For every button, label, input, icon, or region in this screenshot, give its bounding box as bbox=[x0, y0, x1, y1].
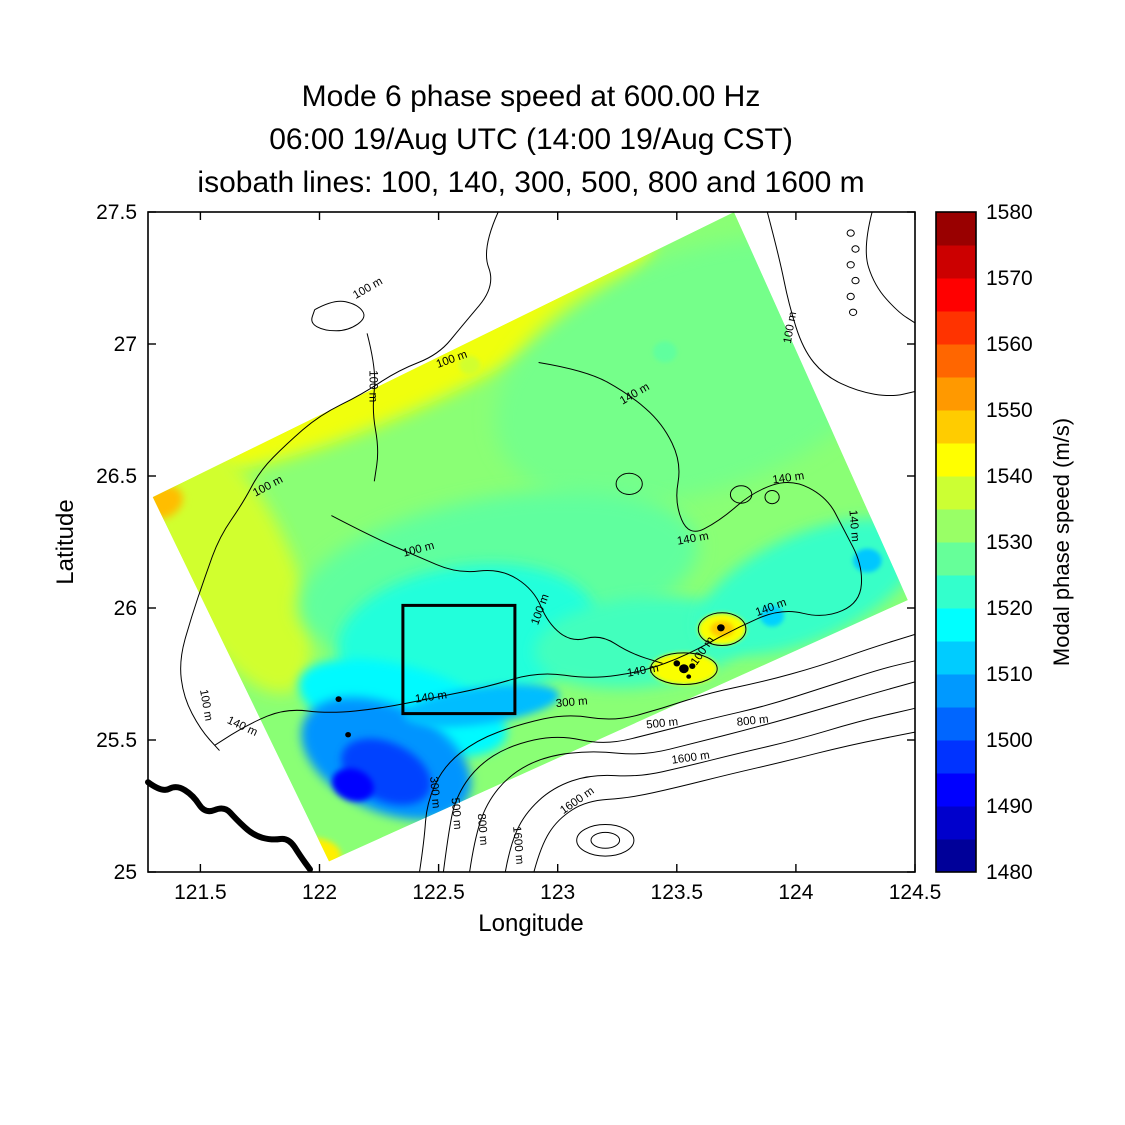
study-area-box bbox=[401, 603, 517, 716]
svg-text:123: 123 bbox=[540, 881, 575, 904]
svg-text:124.5: 124.5 bbox=[889, 881, 942, 904]
isobath-contours bbox=[180, 211, 916, 873]
speed-region bbox=[760, 605, 784, 627]
phase-speed-field bbox=[152, 212, 908, 862]
svg-text:25: 25 bbox=[114, 861, 137, 884]
svg-text:100 m: 100 m bbox=[197, 688, 214, 722]
colorbar-tick-labels: 1480 1490 1500 1510 1520 1530 1540 1550 1560 1570… bbox=[986, 201, 1033, 884]
svg-text:100 m: 100 m bbox=[782, 311, 799, 345]
speed-region bbox=[653, 341, 677, 363]
svg-text:26.5: 26.5 bbox=[96, 465, 137, 488]
svg-text:27.5: 27.5 bbox=[96, 201, 137, 224]
speed-region bbox=[403, 684, 560, 728]
svg-text:122: 122 bbox=[302, 881, 337, 904]
svg-text:1550: 1550 bbox=[986, 399, 1033, 422]
islands bbox=[335, 624, 725, 738]
x-axis-label: Longitude bbox=[478, 910, 584, 937]
figure-title: Mode 6 phase speed at 600.00 Hz bbox=[301, 80, 761, 113]
svg-text:1540: 1540 bbox=[986, 465, 1033, 488]
svg-text:25.5: 25.5 bbox=[96, 729, 137, 752]
speed-region bbox=[458, 355, 481, 375]
svg-text:1600 m: 1600 m bbox=[558, 785, 596, 817]
axes: 121.5 122 122.5 123 123.5 124 124.5 25 25.5 26 26.… bbox=[96, 201, 941, 904]
speed-region bbox=[332, 768, 374, 802]
svg-text:123.5: 123.5 bbox=[651, 881, 704, 904]
svg-text:124: 124 bbox=[778, 881, 813, 904]
svg-text:122.5: 122.5 bbox=[412, 881, 465, 904]
coastline bbox=[145, 779, 313, 873]
speed-region bbox=[853, 548, 882, 573]
svg-text:1570: 1570 bbox=[986, 267, 1033, 290]
svg-text:140 m: 140 m bbox=[626, 662, 660, 679]
svg-text:140 m: 140 m bbox=[846, 509, 861, 542]
svg-text:500 m: 500 m bbox=[449, 797, 464, 830]
svg-text:140 m: 140 m bbox=[676, 530, 710, 547]
svg-text:1490: 1490 bbox=[986, 795, 1033, 818]
svg-text:1560: 1560 bbox=[986, 333, 1033, 356]
colorbar-border bbox=[935, 211, 977, 873]
svg-text:800 m: 800 m bbox=[475, 813, 490, 846]
svg-text:140 m: 140 m bbox=[772, 470, 805, 486]
svg-text:27: 27 bbox=[114, 333, 137, 356]
svg-text:1480: 1480 bbox=[986, 861, 1033, 884]
svg-text:26: 26 bbox=[114, 597, 137, 620]
svg-text:1510: 1510 bbox=[986, 663, 1033, 686]
svg-text:1530: 1530 bbox=[986, 531, 1033, 554]
svg-text:1600 m: 1600 m bbox=[510, 826, 525, 865]
axes-box bbox=[147, 211, 916, 873]
svg-text:1500: 1500 bbox=[986, 729, 1033, 752]
y-axis-label: Latitude bbox=[52, 499, 79, 585]
svg-text:100 m: 100 m bbox=[367, 370, 379, 402]
figure-isobath-note: isobath lines: 100, 140, 300, 500, 800 a… bbox=[197, 166, 865, 199]
figure-subtitle: 06:00 19/Aug UTC (14:00 19/Aug CST) bbox=[269, 123, 793, 156]
tick-marks bbox=[148, 211, 916, 873]
speed-region bbox=[152, 485, 183, 520]
x-tick-labels: 121.5 122 122.5 123 123.5 124 124.5 bbox=[174, 881, 941, 904]
colorbar: 1480 1490 1500 1510 1520 1530 1540 1550 1560 1570… bbox=[935, 201, 1033, 884]
svg-text:100 m: 100 m bbox=[351, 275, 385, 301]
svg-text:121.5: 121.5 bbox=[174, 881, 227, 904]
svg-text:1520: 1520 bbox=[986, 597, 1033, 620]
svg-text:800 m: 800 m bbox=[736, 714, 769, 729]
svg-text:300 m: 300 m bbox=[427, 776, 442, 809]
speed-region bbox=[152, 427, 313, 694]
svg-text:1600 m: 1600 m bbox=[671, 750, 711, 767]
svg-text:500 m: 500 m bbox=[646, 716, 679, 731]
y-tick-labels: 25 25.5 26 26.5 27 27.5 bbox=[96, 201, 137, 884]
colorbar-label: Modal phase speed (m/s) bbox=[1049, 417, 1074, 667]
svg-text:300 m: 300 m bbox=[555, 695, 588, 710]
svg-text:1580: 1580 bbox=[986, 201, 1033, 224]
svg-text:140 m: 140 m bbox=[414, 689, 447, 705]
